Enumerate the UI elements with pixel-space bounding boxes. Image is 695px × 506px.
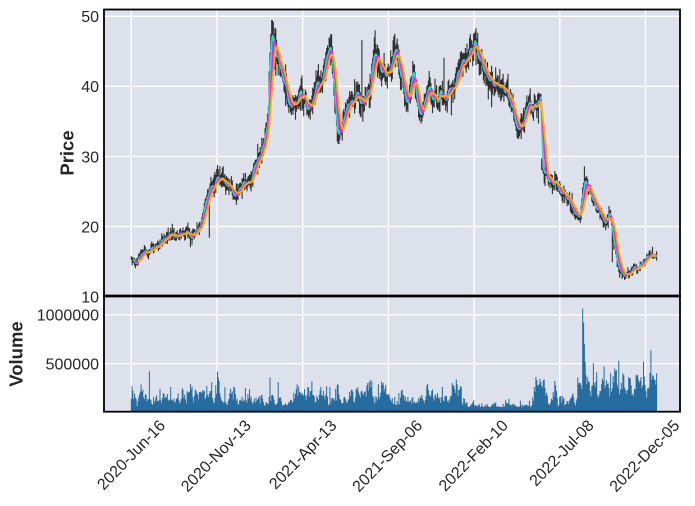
svg-text:10: 10 <box>81 289 99 306</box>
svg-text:40: 40 <box>81 79 99 96</box>
svg-text:Price: Price <box>57 130 78 175</box>
svg-text:50: 50 <box>81 9 99 26</box>
svg-text:Volume: Volume <box>6 321 27 386</box>
svg-text:30: 30 <box>81 149 99 166</box>
svg-text:500000: 500000 <box>46 356 99 373</box>
svg-text:1000000: 1000000 <box>37 308 99 325</box>
svg-text:20: 20 <box>81 219 99 236</box>
